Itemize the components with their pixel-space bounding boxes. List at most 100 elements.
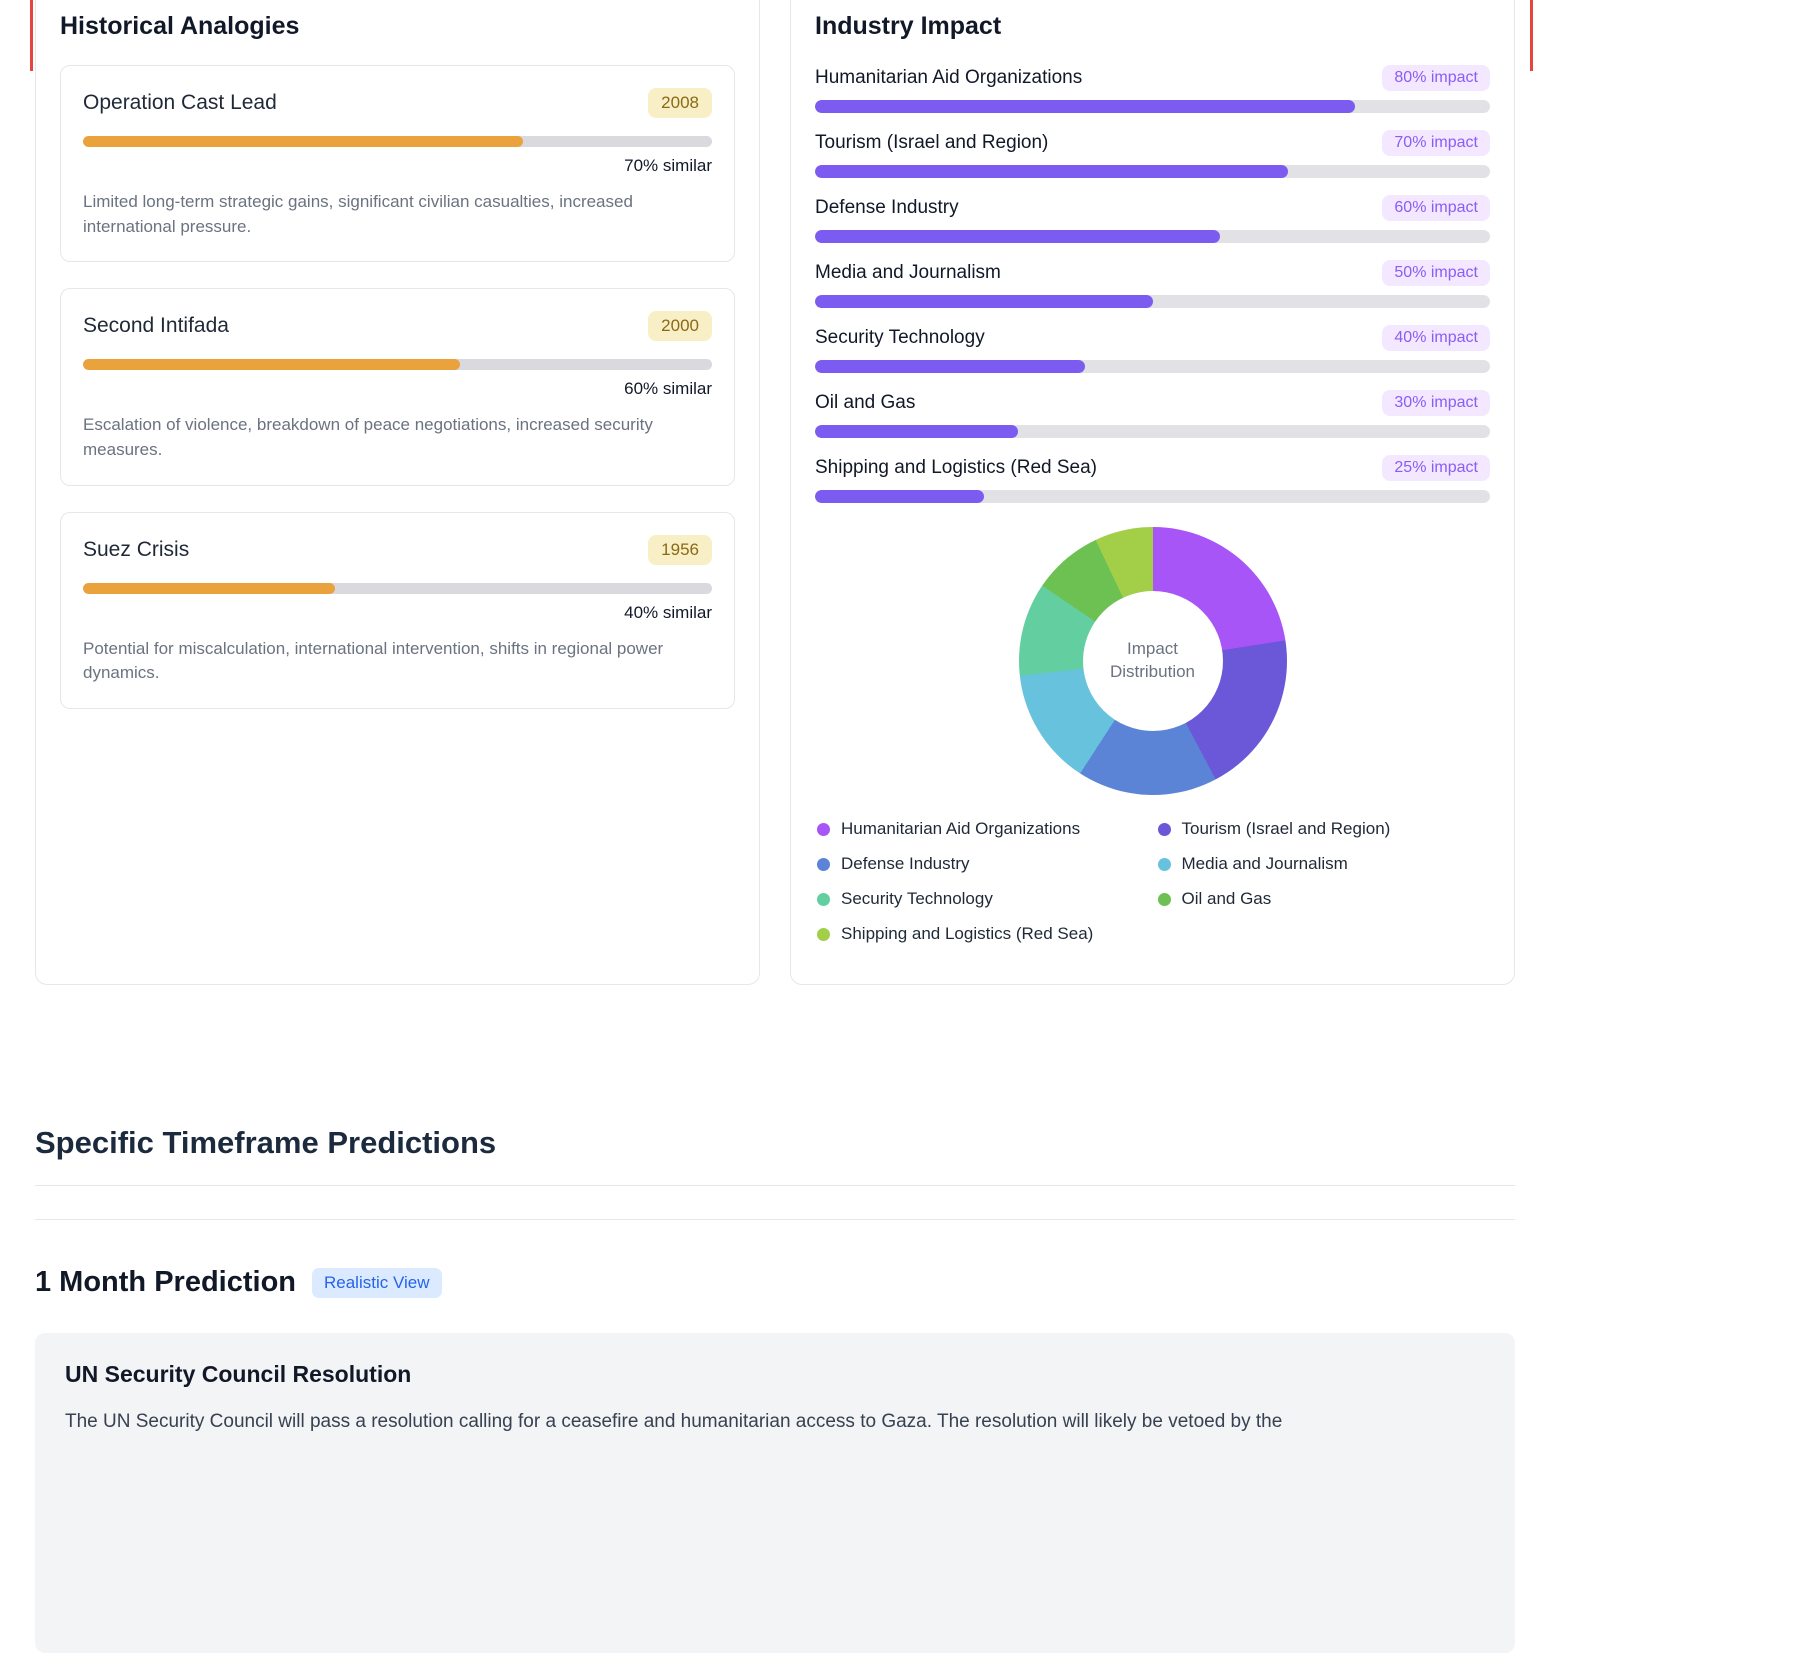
- impact-bar-fill: [815, 165, 1288, 178]
- impact-bar-fill: [815, 100, 1355, 113]
- impact-bar-track: [815, 295, 1490, 308]
- industry-label: Tourism (Israel and Region): [815, 132, 1049, 153]
- month1-title: 1 Month Prediction: [35, 1266, 296, 1298]
- analogy-year-badge: 2000: [648, 311, 712, 342]
- impact-bar-fill: [815, 490, 984, 503]
- industry-label: Defense Industry: [815, 197, 959, 218]
- analogy-header: Operation Cast Lead 2008: [83, 88, 712, 118]
- legend-item: Shipping and Logistics (Red Sea): [817, 924, 1148, 944]
- similarity-label: 70% similar: [624, 156, 712, 175]
- legend-item: Defense Industry: [817, 854, 1148, 874]
- legend-label: Media and Journalism: [1181, 854, 1348, 873]
- impact-bar-track: [815, 100, 1490, 113]
- analogy-card: Operation Cast Lead 2008 70% similar Lim…: [60, 65, 735, 263]
- legend-dot: [1157, 857, 1171, 871]
- similarity-bar-fill: [83, 136, 524, 147]
- industry-row: Oil and Gas 30% impact: [815, 390, 1490, 438]
- analogy-title: Operation Cast Lead: [83, 91, 277, 114]
- industry-label: Media and Journalism: [815, 262, 1001, 283]
- similarity-bar-track: [83, 359, 712, 371]
- impact-bar-track: [815, 230, 1490, 243]
- industry-row: Defense Industry 60% impact: [815, 195, 1490, 243]
- impact-bar-track: [815, 360, 1490, 373]
- month1-heading: 1 Month Prediction Realistic View: [35, 1266, 1515, 1299]
- analogy-header: Second Intifada 2000: [83, 311, 712, 342]
- impact-bar-fill: [815, 425, 1018, 438]
- legend-dot: [817, 822, 830, 836]
- historical-analogies-title: Historical Analogies: [60, 12, 300, 40]
- donut-center-line2: Distribution: [1109, 662, 1196, 681]
- legend-dot: [817, 857, 830, 871]
- legend-item: Media and Journalism: [1157, 854, 1489, 874]
- annotation-artifact-right: [1530, 0, 1533, 71]
- impact-badge: 50% impact: [1382, 260, 1490, 286]
- divider: [35, 1185, 1515, 1186]
- impact-badge: 25% impact: [1382, 455, 1490, 481]
- donut-center-line1: Impact: [1126, 639, 1179, 659]
- industry-label: Security Technology: [815, 327, 985, 348]
- impact-donut-chart: Impact Distribution: [1018, 527, 1287, 795]
- impact-bar-fill: [815, 295, 1153, 308]
- industry-impact-title: Industry Impact: [815, 12, 1002, 40]
- industry-label: Shipping and Logistics (Red Sea): [815, 457, 1098, 478]
- industry-impact-card: Industry Impact Humanitarian Aid Organiz…: [790, 0, 1515, 985]
- annotation-artifact-left: [30, 0, 33, 71]
- impact-badge: 30% impact: [1382, 390, 1490, 416]
- legend-label: Oil and Gas: [1181, 889, 1272, 908]
- impact-bar-track: [815, 165, 1490, 178]
- realistic-view-badge[interactable]: Realistic View: [312, 1267, 442, 1298]
- industry-row: Tourism (Israel and Region) 70% impact: [815, 130, 1490, 178]
- legend-label: Tourism (Israel and Region): [1181, 819, 1391, 838]
- similarity-label: 40% similar: [624, 602, 712, 622]
- similarity-bar-fill: [83, 359, 461, 371]
- analogy-description: Limited long-term strategic gains, signi…: [83, 192, 633, 236]
- industry-row: Humanitarian Aid Organizations 80% impac…: [815, 65, 1490, 113]
- impact-bar-fill: [815, 360, 1085, 373]
- impact-badge: 40% impact: [1382, 325, 1490, 351]
- industry-label: Humanitarian Aid Organizations: [815, 67, 1083, 88]
- legend-label: Defense Industry: [841, 854, 970, 873]
- analogy-title: Second Intifada: [83, 314, 229, 338]
- similarity-label: 60% similar: [624, 379, 712, 399]
- impact-bar-fill: [815, 230, 1220, 243]
- legend-dot: [1157, 892, 1171, 906]
- legend-label: Humanitarian Aid Organizations: [841, 819, 1081, 838]
- divider: [35, 1219, 1515, 1220]
- legend-dot: [1157, 822, 1171, 836]
- impact-badge: 80% impact: [1382, 65, 1490, 91]
- analogy-description: Escalation of violence, breakdown of pea…: [83, 415, 653, 459]
- analogy-header: Suez Crisis 1956: [83, 534, 712, 565]
- impact-donut-center: Impact Distribution: [1082, 591, 1223, 731]
- analogy-year-badge: 2008: [648, 88, 712, 118]
- similarity-bar-track: [83, 136, 712, 147]
- prediction-card: UN Security Council Resolution The UN Se…: [35, 1333, 1515, 1653]
- legend-label: Security Technology: [841, 889, 993, 908]
- industry-row: Shipping and Logistics (Red Sea) 25% imp…: [815, 455, 1490, 503]
- impact-legend: Humanitarian Aid Organizations Tourism (…: [815, 819, 1490, 944]
- industry-row: Media and Journalism 50% impact: [815, 260, 1490, 308]
- impact-badge: 60% impact: [1382, 195, 1490, 221]
- legend-item: Security Technology: [817, 889, 1148, 909]
- legend-item: Oil and Gas: [1157, 889, 1489, 909]
- analogy-description: Potential for miscalculation, internatio…: [83, 638, 664, 683]
- industry-row: Security Technology 40% impact: [815, 325, 1490, 373]
- similarity-bar-fill: [83, 582, 335, 594]
- industry-label: Oil and Gas: [815, 392, 916, 413]
- impact-bar-track: [815, 425, 1490, 438]
- analogy-year-badge: 1956: [648, 534, 712, 565]
- impact-bar-track: [815, 490, 1490, 503]
- prediction-title: UN Security Council Resolution: [65, 1361, 412, 1387]
- legend-dot: [817, 892, 830, 906]
- historical-analogies-card: Historical Analogies Operation Cast Lead…: [35, 0, 760, 985]
- legend-label: Shipping and Logistics (Red Sea): [841, 924, 1094, 943]
- legend-item: Humanitarian Aid Organizations: [817, 819, 1148, 839]
- impact-donut-wrap: Impact Distribution: [815, 527, 1490, 795]
- analogy-card: Suez Crisis 1956 40% similar Potential f…: [60, 511, 735, 709]
- analogy-title: Suez Crisis: [83, 537, 190, 561]
- similarity-bar-track: [83, 582, 712, 594]
- impact-badge: 70% impact: [1382, 130, 1490, 156]
- legend-item: Tourism (Israel and Region): [1157, 819, 1489, 839]
- timeframe-section-title: Specific Timeframe Predictions: [35, 1125, 497, 1160]
- analogy-card: Second Intifada 2000 60% similar Escalat…: [60, 288, 735, 486]
